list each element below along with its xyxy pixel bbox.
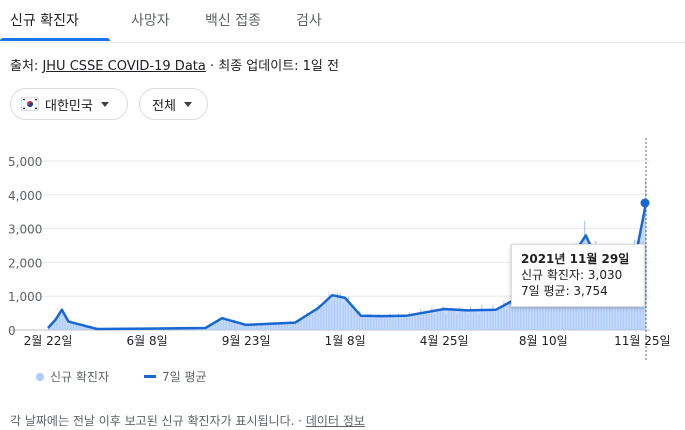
korea-flag-icon [21, 97, 39, 111]
tab-new-cases[interactable]: 신규 확진자 [10, 13, 79, 29]
average-area [48, 203, 646, 330]
tab-deaths[interactable]: 사망자 [131, 13, 170, 29]
tab-testing[interactable]: 검사 [296, 13, 322, 29]
hover-point[interactable] [640, 198, 650, 208]
y-tick-label: 1,000 [8, 290, 42, 304]
source-line: 출처: JHU CSSE COVID-19 Data · 최종 업데이트: 1일… [10, 55, 339, 74]
country-label: 대한민국 [45, 98, 93, 114]
x-tick-label: 9월 23일 [222, 334, 271, 348]
tooltip-date: 2021년 11월 29일 [521, 252, 630, 266]
x-tick-label: 4월 25일 [420, 334, 469, 348]
x-tick-label: 11월 25일 [614, 334, 670, 348]
legend-bars-label: 신규 확진자 [50, 370, 110, 384]
tooltip-new-cases: 신규 확진자: 3,030 [521, 268, 623, 282]
bar-legend-icon [36, 372, 44, 381]
legend-line: 7일 평균 [144, 368, 207, 385]
active-tab-indicator [0, 38, 110, 41]
average-line [47, 202, 648, 331]
x-tick-label: 6월 8일 [126, 334, 167, 348]
line-legend-icon [144, 375, 156, 378]
update-time: · 최종 업데이트: 1일 전 [205, 59, 339, 74]
y-tick-label: 0 [8, 324, 16, 338]
chevron-down-icon [100, 101, 109, 107]
range-selector[interactable]: 전체 [139, 88, 208, 120]
source-prefix: 출처: [10, 59, 43, 74]
footer-text: 각 날짜에는 전날 이후 보고된 신규 확진자가 표시됩니다. · [10, 414, 306, 428]
chart-tooltip: 2021년 11월 29일 신규 확진자: 3,030 7일 평균: 3,754 [511, 244, 645, 307]
chevron-down-icon [183, 101, 192, 107]
tab-vaccination[interactable]: 백신 접종 [205, 13, 261, 29]
data-info-link[interactable]: 데이터 정보 [305, 414, 365, 428]
x-tick-label: 1월 8일 [325, 334, 366, 348]
country-selector[interactable]: 대한민국 [10, 88, 128, 120]
tooltip-average: 7일 평균: 3,754 [521, 284, 608, 298]
x-tick-label: 2월 22일 [24, 334, 73, 348]
y-tick-label: 2,000 [8, 256, 42, 270]
source-link[interactable]: JHU CSSE COVID-19 Data [42, 59, 206, 74]
tab-bar: 신규 확진자 사망자 백신 접종 검사 [0, 0, 685, 43]
legend-line-label: 7일 평균 [162, 370, 207, 384]
range-label: 전체 [152, 98, 176, 114]
y-tick-label: 5,000 [8, 155, 42, 169]
legend-bars: 신규 확진자 [36, 368, 109, 385]
x-tick-label: 8월 10일 [519, 334, 568, 348]
y-tick-label: 4,000 [8, 189, 42, 203]
footer-note: 각 날짜에는 전날 이후 보고된 신규 확진자가 표시됩니다. · 데이터 정보 [10, 412, 365, 429]
y-tick-label: 3,000 [8, 223, 42, 237]
